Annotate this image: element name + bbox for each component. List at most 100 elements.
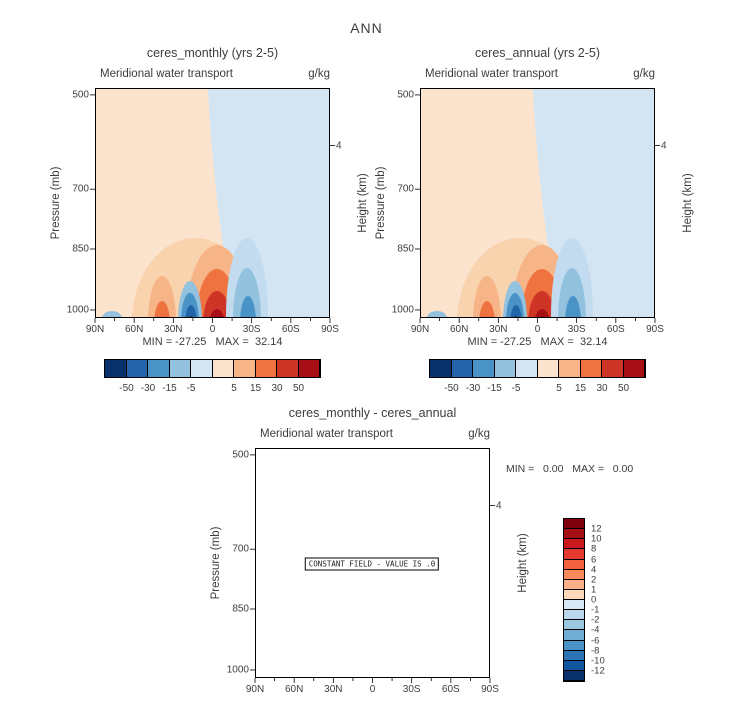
units-label: g/kg (633, 68, 655, 80)
colorbar-segment (602, 360, 624, 377)
tick-label: 90S (321, 324, 339, 335)
tick-label: 4 (496, 500, 502, 511)
colorbar-label: 5 (556, 383, 562, 394)
colorbar-segment (564, 519, 584, 530)
colorbar-segment (564, 620, 584, 631)
colorbar-label: 1 (591, 584, 597, 596)
tick-label: 60N (284, 684, 304, 695)
colorbar-segment (564, 589, 584, 600)
panel-title: ceres_annual (yrs 2-5) (474, 46, 601, 60)
colorbar-segment (277, 360, 299, 377)
tick-label: 0 (369, 684, 376, 695)
colorbar-segment (494, 360, 516, 377)
colorbar-label: 30 (271, 383, 283, 394)
tick-label: 4 (336, 140, 342, 151)
colorbar-label: -6 (591, 635, 600, 646)
diff-colorbar: 12 10 8 6 4 2 1 0 -1 -2 -4 -6 -8 -10 -12 (563, 518, 605, 682)
colorbar-segment (537, 360, 559, 377)
tick-label: 30S (402, 684, 421, 695)
colorbar-segment (564, 529, 584, 540)
colorbar-label: -2 (591, 614, 600, 626)
colorbar-label: -15 (487, 383, 502, 394)
colorbar-segment (191, 360, 213, 377)
tick-label: 60S (441, 684, 460, 695)
colorbar-segment (234, 360, 256, 377)
colorbar-segment (473, 360, 495, 377)
height-axis-label: Height (km) (517, 533, 529, 593)
tick-label: 90N (85, 324, 105, 335)
colorbar-segment (559, 360, 581, 377)
colorbar-label: 2 (591, 574, 597, 586)
tick-label: 30N (324, 684, 343, 695)
tick-label: 850 (72, 243, 89, 255)
colorbar-segment (148, 360, 170, 377)
height-tick-labels: 4 (334, 88, 356, 318)
tick-label: 700 (397, 183, 414, 195)
units-label: g/kg (468, 428, 490, 440)
colorbar-segment (564, 650, 584, 661)
colorbar-segment (255, 360, 277, 377)
tick-label: 1000 (226, 664, 249, 676)
colorbar-label: -50 (119, 383, 134, 394)
colorbar-label: -1 (591, 604, 600, 616)
contour-plot (415, 88, 660, 323)
colorbar-label: 4 (591, 564, 597, 576)
tick-label: 60S (606, 324, 625, 335)
colorbar-label: 15 (574, 383, 587, 394)
panel-ceres-monthly: ceres_monthly (yrs 2-5) Meridional water… (42, 44, 372, 404)
colorbar-label: 8 (591, 543, 597, 555)
colorbar-segment (126, 360, 148, 377)
colorbar-segment (298, 360, 320, 377)
tick-label: 90N (245, 684, 265, 695)
colorbar-label: -30 (140, 383, 156, 394)
contour-plot (90, 88, 335, 323)
tick-label: 60S (281, 324, 300, 335)
pressure-tick-labels: 500 700 850 1000 (367, 88, 414, 318)
colorbar-label: -30 (465, 383, 481, 394)
tick-label: 0 (209, 324, 216, 335)
colorbar: -50 -30 -15 -5 5 15 30 50 (104, 359, 321, 394)
figure-title: ANN (350, 20, 383, 36)
colorbar-label: 30 (596, 383, 608, 394)
tick-label: 1000 (391, 304, 414, 316)
colorbar-segment (580, 360, 602, 377)
tick-label: 90S (646, 324, 664, 335)
tick-label: 30S (242, 324, 261, 335)
colorbar: -50 -30 -15 -5 5 15 30 50 (429, 359, 646, 394)
panel-title: ceres_monthly - ceres_annual (288, 406, 457, 420)
pressure-tick-labels: 500 700 850 1000 (42, 88, 89, 318)
tick-label: 30S (567, 324, 586, 335)
colorbar-label: -12 (591, 665, 605, 677)
tick-label: 4 (661, 140, 667, 151)
colorbar-label: 50 (617, 383, 630, 394)
latitude-tick-labels: 90N 60N 30N 0 30S 60S 90S (86, 324, 339, 336)
tick-label: 500 (397, 89, 414, 101)
tick-label: 90S (481, 684, 499, 695)
height-tick-labels: 4 (494, 448, 516, 678)
colorbar-label: -5 (511, 383, 521, 394)
colorbar-label: -15 (162, 383, 177, 394)
colorbar-segment (564, 549, 584, 560)
panel-ceres-annual: ceres_annual (yrs 2-5) Meridional water … (367, 44, 697, 404)
constant-field-note: CONSTANT FIELD - VALUE IS .0 (304, 557, 440, 571)
colorbar-segment (105, 360, 127, 377)
panel-title: ceres_monthly (yrs 2-5) (146, 46, 279, 60)
latitude-tick-labels: 90N 60N 30N 0 30S 60S 90S (411, 324, 664, 336)
colorbar-segment (623, 360, 645, 377)
tick-label: 500 (232, 449, 249, 461)
min-max-stats: MIN = -27.25 MAX = 32.14 (142, 336, 283, 348)
colorbar-label: 12 (591, 523, 602, 535)
field-label: Meridional water transport (425, 68, 558, 80)
colorbar-segment (430, 360, 452, 377)
colorbar-label: 0 (591, 594, 597, 606)
colorbar-segment (564, 559, 584, 570)
tick-label: 700 (72, 183, 89, 195)
colorbar-segment (564, 610, 584, 621)
colorbar-segment (516, 360, 538, 377)
colorbar-segment (564, 579, 584, 590)
colorbar-label: -50 (444, 383, 459, 394)
tick-label: 30N (489, 324, 508, 335)
colorbar-segment (564, 600, 584, 611)
tick-label: 60N (449, 324, 469, 335)
tick-label: 500 (72, 89, 89, 101)
